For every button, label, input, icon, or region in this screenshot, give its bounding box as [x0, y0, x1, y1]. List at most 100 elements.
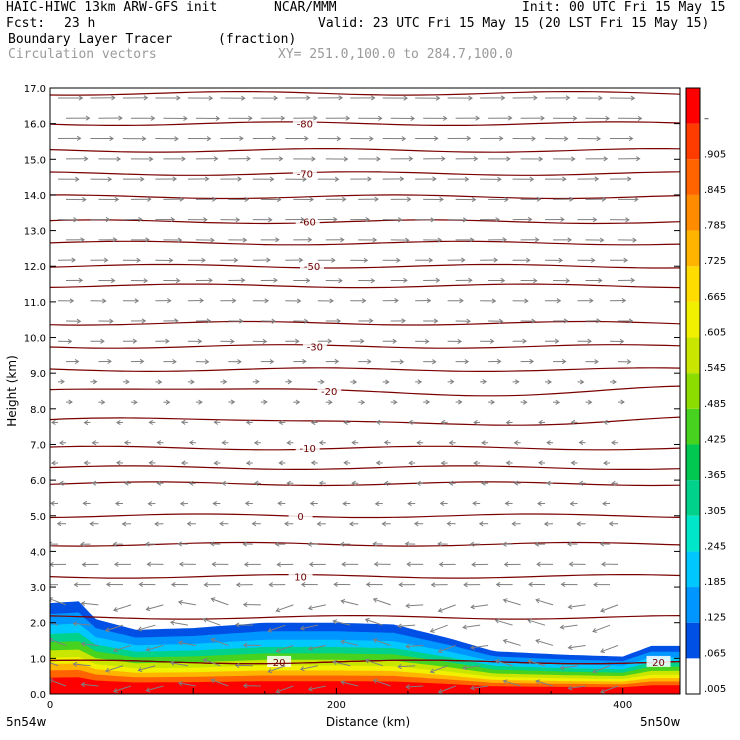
circulation-vector	[130, 358, 145, 365]
circulation-vector	[195, 115, 221, 122]
contour-label: 20	[652, 658, 665, 669]
circulation-vector	[50, 597, 67, 606]
circulation-vector	[617, 318, 634, 324]
circulation-vector	[98, 277, 116, 284]
circulation-vector	[473, 419, 481, 426]
circulation-vector	[535, 598, 554, 606]
circulation-vector	[90, 338, 105, 344]
y-tick-label: 6.0	[30, 476, 46, 487]
y-tick-label: 10.0	[24, 334, 46, 345]
circulation-vector	[340, 680, 359, 687]
circulation-vector	[285, 257, 304, 263]
circulation-vector	[177, 541, 188, 547]
circulation-vector	[59, 480, 67, 486]
field-units: (fraction)	[218, 32, 297, 47]
circulation-vector	[145, 604, 164, 612]
circulation-vector	[155, 136, 179, 142]
circulation-vector	[245, 460, 253, 466]
x-tick-label: 0	[47, 700, 53, 711]
temperature-contour	[50, 574, 680, 579]
circulation-vector	[488, 399, 496, 405]
circulation-vector	[202, 658, 221, 667]
circulation-vector	[156, 480, 164, 486]
circulation-vector	[343, 419, 351, 426]
circulation-vector	[505, 419, 513, 426]
circulation-vector	[65, 196, 87, 203]
circulation-vector	[617, 196, 639, 202]
circulation-vector	[332, 619, 351, 626]
circulation-vector	[187, 95, 214, 101]
circulation-vector	[503, 561, 521, 568]
circulation-vector	[567, 685, 586, 691]
circulation-vector	[308, 561, 326, 568]
circulation-vector	[220, 95, 246, 101]
circulation-vector	[520, 115, 545, 121]
circulation-vector	[195, 277, 213, 283]
circulation-vector	[382, 379, 390, 385]
circulation-vector	[527, 618, 546, 626]
colorbar-label: .185	[704, 577, 726, 588]
contour-label-background	[300, 260, 325, 272]
circulation-vector	[545, 176, 567, 182]
circulation-vector	[488, 115, 513, 121]
circulation-vector	[553, 399, 561, 405]
circulation-vector	[251, 521, 261, 527]
circulation-vector	[350, 136, 374, 142]
circulation-vector	[163, 318, 179, 324]
circulation-vector	[122, 95, 149, 101]
colorbar-swatch	[686, 123, 700, 160]
circulation-vector	[609, 338, 625, 345]
circulation-vector	[398, 582, 416, 588]
circulation-vector	[123, 480, 131, 486]
circulation-vector	[180, 419, 188, 425]
circulation-vector	[307, 685, 326, 692]
temperature-contour	[50, 194, 680, 200]
circulation-vector	[585, 156, 609, 162]
cross-section-endpoints: XY= 251.0,100.0 to 284.7,100.0	[278, 47, 513, 62]
circulation-vector	[260, 318, 277, 324]
circulation-vector	[406, 561, 424, 567]
circulation-vector	[188, 480, 196, 486]
circulation-vector	[374, 501, 383, 507]
circulation-vector	[447, 217, 468, 223]
circulation-vector	[438, 561, 456, 568]
colorbar-swatch	[686, 337, 700, 374]
plot-frame	[49, 87, 681, 695]
contour-label: 0	[297, 512, 303, 523]
circulation-vector	[267, 665, 286, 674]
circulation-vector	[98, 358, 112, 365]
circulation-vector	[520, 196, 542, 202]
circulation-vector	[56, 521, 67, 527]
circulation-vector	[310, 460, 318, 466]
circulation-vector	[72, 621, 91, 627]
circulation-vector	[113, 604, 132, 612]
circulation-vector	[609, 379, 617, 385]
circulation-vector	[609, 135, 634, 142]
circulation-vector	[285, 135, 309, 142]
circulation-vector	[122, 338, 138, 344]
y-tick-label: 15.0	[24, 155, 46, 166]
circulation-vector	[447, 379, 455, 385]
circulation-vector	[437, 685, 456, 694]
circulation-vector	[285, 338, 300, 344]
colorbar-label: .065	[704, 648, 726, 659]
circulation-vector	[82, 500, 91, 507]
circulation-vector	[601, 561, 619, 567]
circulation-vector	[415, 176, 437, 182]
y-tick-label: 16.0	[24, 120, 46, 131]
circulation-vector	[260, 196, 282, 203]
circulation-vector	[228, 156, 251, 162]
circulation-vector	[609, 297, 627, 304]
circulation-vector	[144, 541, 156, 547]
colorbar-label: .605	[704, 328, 726, 339]
circulation-vector	[195, 318, 212, 324]
circulation-vector	[195, 359, 210, 365]
circulation-vector	[146, 561, 164, 567]
contour-label: -10	[300, 444, 316, 455]
circulation-vector	[488, 358, 502, 365]
circulation-vector	[112, 644, 132, 653]
circulation-vector	[187, 217, 208, 223]
circulation-vector	[293, 237, 313, 243]
circulation-vector	[350, 379, 358, 385]
circulation-vector	[98, 237, 118, 243]
